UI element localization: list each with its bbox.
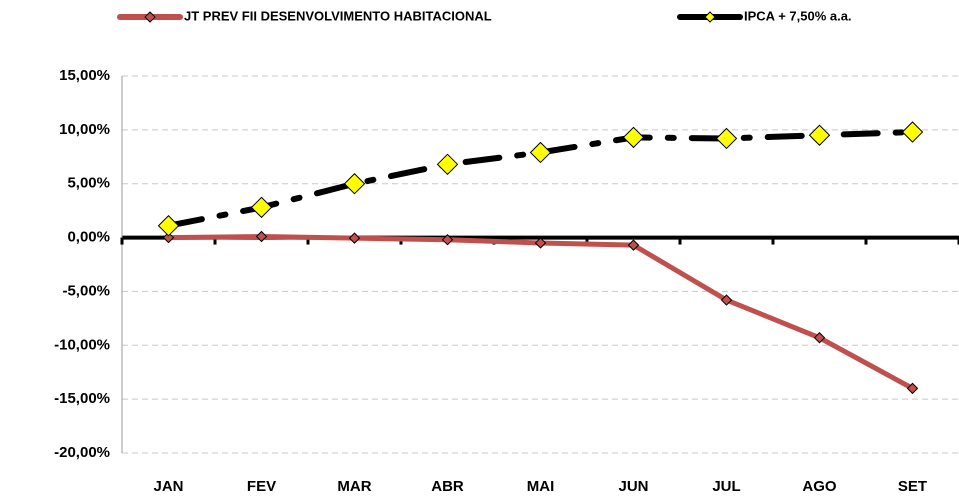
marker	[441, 234, 454, 246]
series-line	[166, 233, 915, 391]
marker	[348, 232, 361, 244]
marker	[162, 231, 175, 244]
marker	[813, 332, 826, 344]
marker	[436, 153, 459, 176]
marker	[529, 141, 552, 164]
marker	[255, 230, 268, 243]
marker	[906, 382, 919, 395]
y-tick-label: -20,00%	[54, 444, 110, 461]
marker	[250, 196, 273, 219]
y-tick-label: 15,00%	[59, 67, 110, 84]
marker	[715, 127, 738, 150]
x-tick-label: AGO	[802, 478, 837, 495]
marker	[808, 124, 831, 146]
y-tick-label: -15,00%	[54, 390, 110, 407]
x-tick-label: SET	[898, 478, 927, 495]
marker	[157, 215, 180, 237]
y-tick-label: -5,00%	[62, 282, 110, 299]
marker	[622, 126, 645, 149]
y-tick-label: -10,00%	[54, 336, 110, 353]
marker	[901, 121, 924, 143]
x-tick-label: ABR	[431, 478, 464, 495]
x-tick-label: FEV	[247, 478, 276, 495]
x-tick-label: JUN	[618, 478, 648, 495]
marker	[627, 239, 640, 251]
marker	[343, 173, 366, 195]
x-tick-label: MAR	[337, 478, 371, 495]
y-tick-label: 10,00%	[59, 121, 110, 138]
legend-label: IPCA + 7,50% a.a.	[744, 8, 852, 23]
legend-label: JT PREV FII DESENVOLVIMENTO HABITACIONAL	[184, 8, 492, 23]
marker	[534, 237, 547, 249]
y-tick-label: 0,00%	[67, 229, 110, 246]
x-tick-label: JAN	[153, 478, 183, 495]
legend-marker	[704, 11, 716, 23]
y-tick-label: 5,00%	[67, 175, 110, 192]
x-tick-label: MAI	[527, 478, 555, 495]
marker	[720, 294, 733, 306]
x-tick-label: JUL	[712, 478, 740, 495]
legend-marker	[144, 11, 156, 23]
